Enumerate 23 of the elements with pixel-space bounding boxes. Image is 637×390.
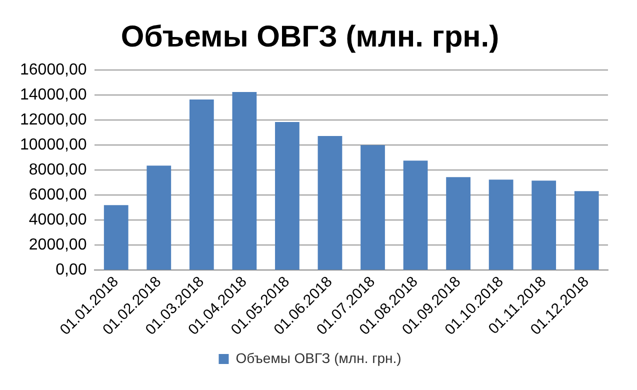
bar <box>232 92 257 270</box>
y-tick-label: 16000,00 <box>20 61 87 78</box>
legend-label: Объемы ОВГЗ (млн. грн.) <box>236 350 402 366</box>
bar <box>532 180 556 270</box>
y-tick-label: 10000,00 <box>20 136 87 154</box>
y-tick-label: 0,00 <box>56 262 87 279</box>
bar <box>403 160 428 270</box>
bar <box>104 205 128 270</box>
bar <box>360 145 385 270</box>
bar <box>146 166 172 270</box>
bar <box>446 177 470 270</box>
y-tick-label: 4000,00 <box>28 212 87 229</box>
y-tick-label: 2000,00 <box>28 236 87 254</box>
y-tick-label: 12000,00 <box>20 111 87 128</box>
bar <box>574 191 599 270</box>
y-tick-label: 6000,00 <box>28 186 87 204</box>
bar <box>488 180 514 270</box>
bar <box>189 100 214 270</box>
bar <box>275 122 300 270</box>
y-tick-label: 14000,00 <box>20 86 87 104</box>
chart-title: Объемы ОВГЗ (млн. грн.) <box>120 20 500 54</box>
bar <box>318 136 342 270</box>
y-tick-label: 8000,00 <box>28 162 87 178</box>
